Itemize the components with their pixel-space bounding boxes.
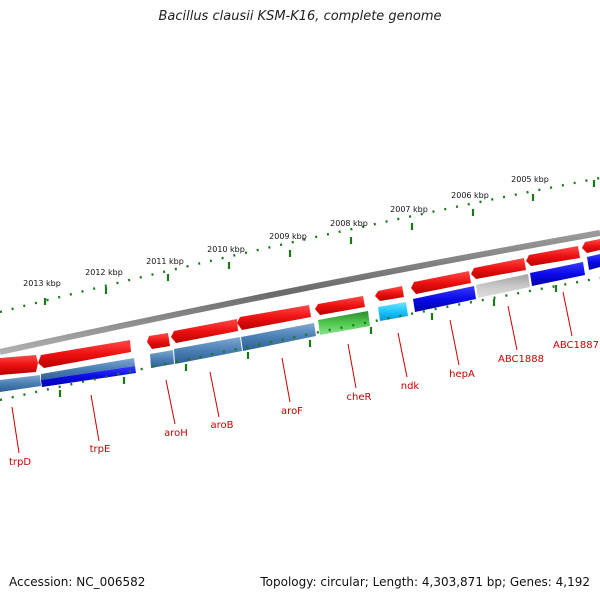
gene-label-aroH[interactable]: aroH <box>164 428 188 439</box>
gene-block[interactable] <box>41 358 135 380</box>
scale-label-2012: 2012 kbp <box>85 268 123 277</box>
gene-label-trpD[interactable]: trpD <box>9 457 31 468</box>
gene-arrow[interactable] <box>582 239 600 253</box>
gene-block[interactable] <box>0 375 41 392</box>
accession-text: Accession: NC_006582 <box>9 575 146 589</box>
gene-arrow[interactable] <box>171 319 238 343</box>
gene-arrow[interactable] <box>315 296 365 315</box>
genome-backbone <box>0 230 600 355</box>
gene-block[interactable] <box>174 337 242 364</box>
reverse-strand-genes <box>0 254 600 392</box>
gene-block[interactable] <box>530 262 585 286</box>
gene-block[interactable] <box>150 350 174 368</box>
map-title: Bacillus clausii KSM-K16, complete genom… <box>158 9 442 24</box>
gene-block[interactable] <box>587 254 600 270</box>
scale-label-2013: 2013 kbp <box>23 279 61 288</box>
gene-arrow[interactable] <box>0 355 38 375</box>
gene-label-trpE[interactable]: trpE <box>90 444 111 455</box>
genome-summary-text: Topology: circular; Length: 4,303,871 bp… <box>260 575 590 589</box>
gene-label-cheR[interactable]: cheR <box>347 392 372 403</box>
scale-label-2007: 2007 kbp <box>390 205 428 214</box>
forward-strand-genes <box>0 239 600 375</box>
gene-block[interactable] <box>318 311 370 335</box>
scale-label-2008: 2008 kbp <box>330 219 368 228</box>
gene-arrow[interactable] <box>237 305 311 330</box>
gene-label-ABC1887[interactable]: ABC1887 <box>553 340 599 351</box>
gene-block[interactable] <box>476 274 530 298</box>
gene-arrow[interactable] <box>526 246 580 266</box>
gene-arrow[interactable] <box>38 340 131 368</box>
scale-track <box>0 176 600 314</box>
gene-arrow[interactable] <box>375 286 404 301</box>
label-leaders <box>11 291 573 454</box>
major-ticks <box>43 180 596 305</box>
gene-arrow[interactable] <box>411 271 471 294</box>
scale-label-2011: 2011 kbp <box>146 257 184 266</box>
gene-label-hepA[interactable]: hepA <box>449 369 475 380</box>
scale-label-2005: 2005 kbp <box>511 175 549 184</box>
scale-label-2009: 2009 kbp <box>269 232 307 241</box>
gene-label-ABC1888[interactable]: ABC1888 <box>498 354 544 365</box>
inner-ticks <box>58 285 558 397</box>
gene-block[interactable] <box>413 286 476 312</box>
gene-label-aroF[interactable]: aroF <box>281 406 303 417</box>
gene-label-ndk[interactable]: ndk <box>401 381 420 392</box>
scale-label-2010: 2010 kbp <box>207 245 245 254</box>
inner-dot-track <box>0 276 600 402</box>
gene-block[interactable] <box>378 302 408 321</box>
gene-arrow[interactable] <box>147 333 170 349</box>
scale-label-2006: 2006 kbp <box>451 191 489 200</box>
gene-arrow[interactable] <box>471 258 526 279</box>
gene-block[interactable] <box>41 366 136 387</box>
gene-label-aroB[interactable]: aroB <box>211 420 234 431</box>
